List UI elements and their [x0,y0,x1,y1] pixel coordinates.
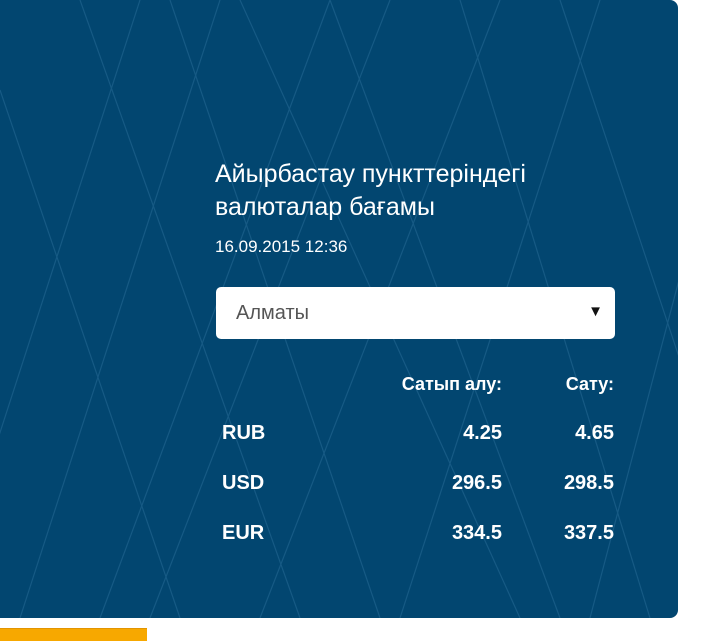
sell-rate: 4.65 [575,421,614,444]
title-line: валюталар бағамы [215,193,435,221]
buy-rate: 4.25 [463,421,502,444]
city-select-value: Алматы [236,301,309,324]
widget-title: Айырбастау пункттеріндегі валюталар баға… [215,158,526,224]
currency-code: EUR [222,521,265,544]
table-row: RUB 4.25 4.65 [215,408,614,458]
sell-header: Сату: [565,373,614,394]
city-select[interactable]: Алматы ▼ [216,287,615,339]
rates-table: Сатып алу: Сату: RUB 4.25 4.65 USD 296.5… [215,360,614,558]
caret-down-icon: ▼ [588,303,603,320]
sell-rate: 298.5 [563,471,614,494]
orange-button-edge[interactable] [0,628,147,641]
currency-code: RUB [222,421,266,444]
table-row: USD 296.5 298.5 [215,458,614,508]
buy-header: Сатып алу: [401,373,502,394]
currency-code: USD [222,471,265,494]
sell-rate: 337.5 [563,521,614,544]
rates-datetime: 16.09.2015 12:36 [215,237,348,256]
buy-rate: 296.5 [451,471,502,494]
table-row: EUR 334.5 337.5 [215,508,614,558]
exchange-rates-panel: Айырбастау пункттеріндегі валюталар баға… [0,0,678,618]
table-header: Сатып алу: Сату: [215,360,614,408]
buy-rate: 334.5 [451,521,502,544]
currency-header [215,360,322,408]
title-line: Айырбастау пункттеріндегі [215,160,526,188]
